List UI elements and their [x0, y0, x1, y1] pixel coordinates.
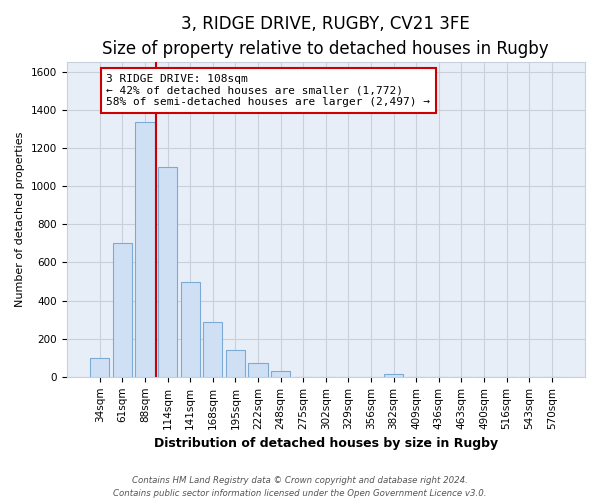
Y-axis label: Number of detached properties: Number of detached properties: [15, 132, 25, 308]
Bar: [136, 122, 155, 377]
Title: 3, RIDGE DRIVE, RUGBY, CV21 3FE
Size of property relative to detached houses in : 3, RIDGE DRIVE, RUGBY, CV21 3FE Size of …: [103, 15, 549, 58]
Bar: [203, 322, 223, 377]
X-axis label: Distribution of detached houses by size in Rugby: Distribution of detached houses by size …: [154, 437, 498, 450]
Bar: [181, 282, 200, 377]
Text: 3 RIDGE DRIVE: 108sqm
← 42% of detached houses are smaller (1,772)
58% of semi-d: 3 RIDGE DRIVE: 108sqm ← 42% of detached …: [106, 74, 430, 107]
Bar: [90, 358, 109, 377]
Text: Contains HM Land Registry data © Crown copyright and database right 2024.
Contai: Contains HM Land Registry data © Crown c…: [113, 476, 487, 498]
Bar: [271, 371, 290, 377]
Bar: [113, 244, 132, 377]
Bar: [248, 362, 268, 377]
Bar: [384, 374, 403, 377]
Bar: [158, 167, 177, 377]
Bar: [226, 350, 245, 377]
